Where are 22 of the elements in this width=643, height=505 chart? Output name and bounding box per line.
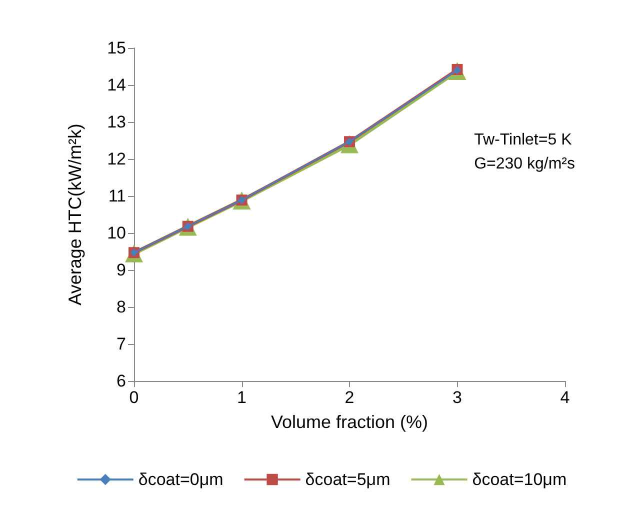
annotation: G=230 kg/m²s <box>474 156 576 172</box>
legend-label: δcoat=5μm <box>305 470 390 489</box>
x-tick-label: 0 <box>129 388 139 407</box>
y-tick-label: 14 <box>107 76 126 94</box>
y-tick-label: 9 <box>116 260 126 280</box>
legend-label: δcoat=10μm <box>472 470 567 489</box>
y-tick-label: 10 <box>107 224 126 242</box>
annotation: Tw-Tinlet=5 K <box>474 132 572 148</box>
y-tick-label: 7 <box>116 334 126 354</box>
y-axis-title: Average HTC(kW/m²k) <box>65 124 85 306</box>
y-tick-label: 12 <box>107 150 126 168</box>
x-tick-label: 1 <box>237 388 246 407</box>
y-tick-label: 15 <box>107 38 126 58</box>
y-tick-label: 11 <box>108 186 126 206</box>
y-tick-label: 13 <box>107 112 126 132</box>
x-axis-title: Volume fraction (%) <box>270 412 428 432</box>
x-tick-label: 4 <box>560 388 570 407</box>
legend-label: δcoat=0μm <box>138 470 224 489</box>
x-tick-label: 3 <box>452 388 462 407</box>
x-tick-label: 2 <box>344 388 354 407</box>
y-tick-label: 6 <box>116 372 126 390</box>
y-tick-label: 8 <box>116 298 126 316</box>
